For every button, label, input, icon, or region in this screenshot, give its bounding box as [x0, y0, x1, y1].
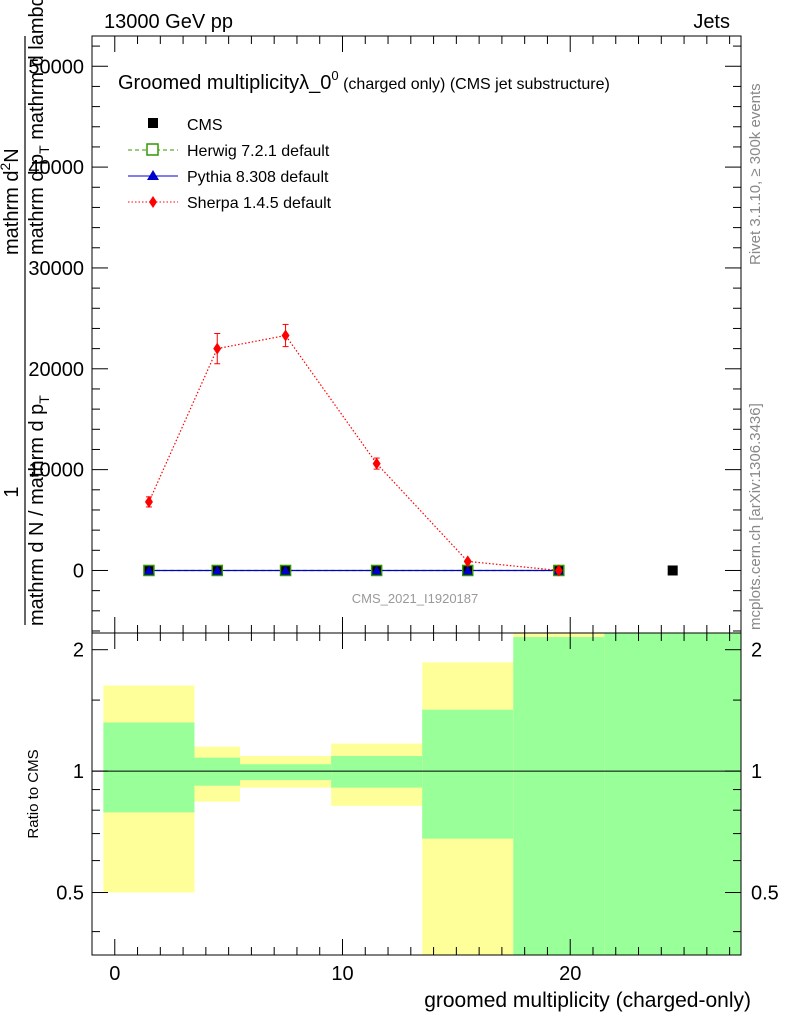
xtick-label: 20: [559, 963, 581, 985]
ratio-ytick-label: 2: [73, 640, 84, 662]
ylabel-numerator-2: mathrm d2N: [0, 148, 23, 255]
legend-marker-cms: [148, 118, 158, 128]
ratio-axis-ticks: 0.5 0.51 12 20 10 20: [56, 633, 779, 985]
sherpa-point: [281, 329, 290, 342]
ratio-ytick-label: 1: [73, 761, 84, 783]
ratio-stat-band: [604, 633, 741, 955]
main-ytick-label: 40000: [28, 157, 84, 179]
legend-marker-pythia: [147, 170, 159, 180]
mcplots-label: mcplots.cern.ch [arXiv:1306.3436]: [747, 403, 764, 630]
ratio-stat-band: [240, 764, 332, 781]
ratio-ytick-label-right: 0.5: [751, 883, 779, 905]
ratio-stat-band: [103, 722, 195, 813]
legend: CMS Herwig 7.2.1 default Pythia 8.308 de…: [128, 117, 332, 212]
legend-label-cms: CMS: [187, 117, 223, 134]
ratio-stat-band: [331, 756, 423, 788]
ratio-ytick-label: 0.5: [56, 883, 84, 905]
main-ytick-label: 20000: [28, 359, 84, 381]
ylabel-numerator-1: 1: [1, 486, 23, 497]
ratio-bands: [103, 633, 741, 955]
main-title: Groomed multiplicityλ_00 (charged only) …: [118, 68, 610, 94]
cms-point: [667, 565, 678, 576]
series-line-sherpa: [148, 334, 559, 572]
main-series: [143, 323, 678, 577]
pythia-point: [143, 565, 154, 575]
main-axis-ticks: 0 10000 20000 30000 40000 50000: [28, 36, 741, 633]
legend-label-herwig: Herwig 7.2.1 default: [187, 143, 330, 160]
legend-entry-sherpa: Sherpa 1.4.5 default: [128, 195, 332, 212]
pythia-point: [280, 565, 291, 575]
legend-marker-herwig: [146, 143, 159, 156]
ratio-frame: [91, 632, 742, 956]
process-label: Jets: [693, 11, 730, 33]
pythia-point: [371, 565, 382, 575]
legend-entry-cms: CMS: [148, 117, 223, 134]
ylabel-denominator-1: mathrm d N / mathrm d pT: [26, 395, 52, 626]
main-ytick-label: 10000: [28, 460, 84, 482]
sherpa-point: [372, 457, 381, 470]
legend-label-sherpa: Sherpa 1.4.5 default: [187, 195, 332, 212]
sherpa-point: [554, 564, 563, 577]
ratio-ytick-label-right: 2: [751, 640, 762, 662]
ratio-stat-band: [422, 709, 514, 839]
main-ytick-label: 50000: [28, 56, 84, 78]
analysis-label: CMS_2021_I1920187: [352, 591, 479, 606]
pythia-point: [212, 565, 223, 575]
main-ytick-label: 0: [73, 560, 84, 582]
xtick-label: 10: [331, 963, 353, 985]
legend-entry-pythia: Pythia 8.308 default: [128, 169, 329, 186]
legend-entry-herwig: Herwig 7.2.1 default: [128, 143, 330, 160]
sherpa-point: [213, 342, 222, 355]
rivet-label: Rivet 3.1.10, ≥ 300k events: [747, 83, 764, 265]
xtick-label: 0: [109, 963, 120, 985]
pythia-point: [462, 565, 473, 575]
sherpa-point: [144, 495, 153, 508]
ratio-stat-band: [194, 757, 241, 786]
ratio-ytick-label-right: 1: [751, 761, 762, 783]
sherpa-point: [463, 555, 472, 568]
legend-marker-sherpa: [149, 196, 157, 208]
ratio-ylabel: Ratio to CMS: [25, 749, 42, 838]
energy-label: 13000 GeV pp: [104, 11, 233, 33]
ylabel-denominator-2: mathrm d pT mathrm d lambda: [26, 0, 52, 255]
ratio-stat-band: [513, 637, 605, 955]
x-axis-label: groomed multiplicity (charged-only): [424, 989, 751, 1012]
main-ylabel: 1 mathrm d N / mathrm d pT mathrm d2N ma…: [0, 0, 52, 626]
legend-label-pythia: Pythia 8.308 default: [187, 169, 329, 186]
main-ytick-label: 30000: [28, 258, 84, 280]
